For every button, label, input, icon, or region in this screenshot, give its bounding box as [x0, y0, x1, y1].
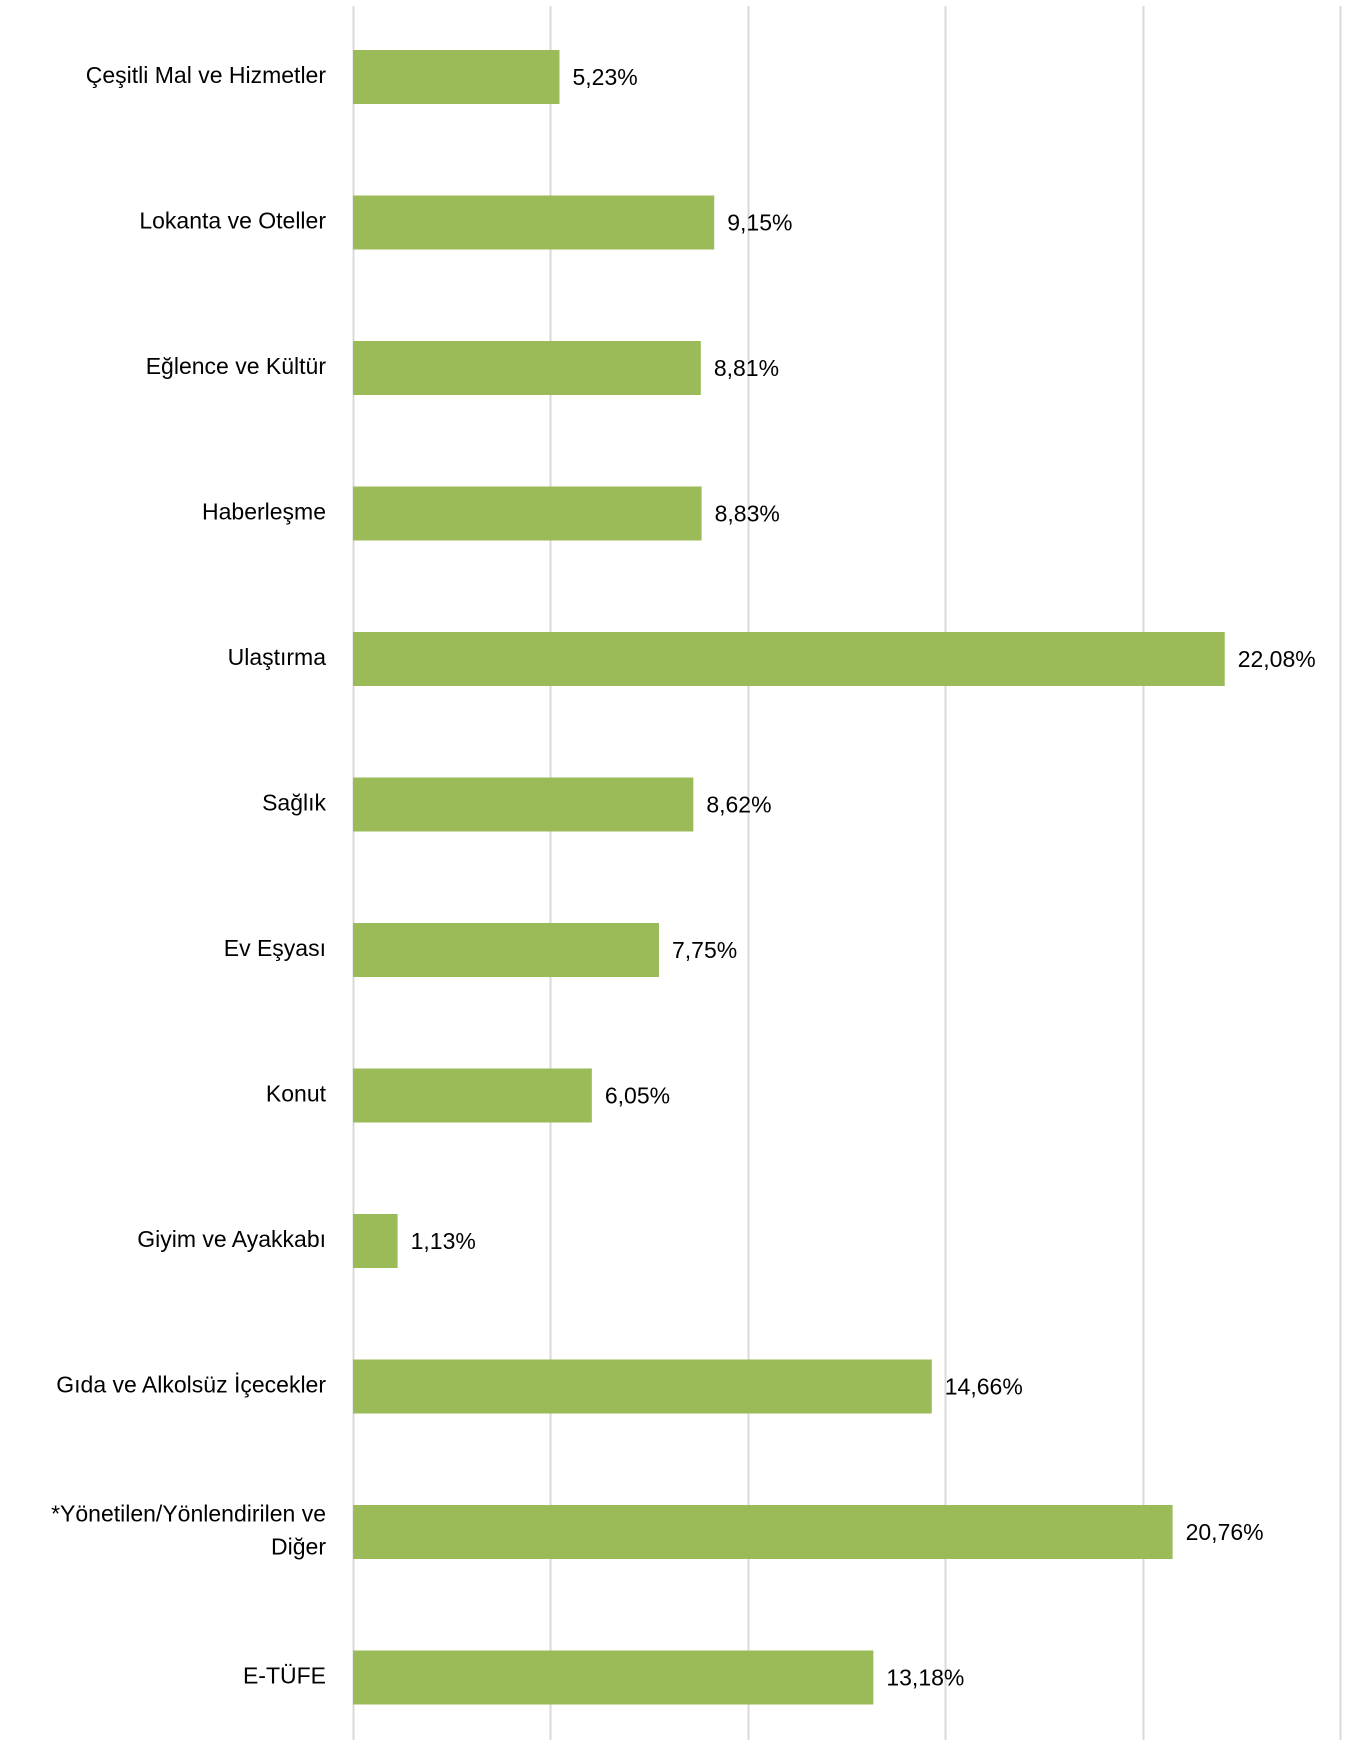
value-label: 20,76%	[1186, 1519, 1264, 1545]
category-label: Eğlence ve Kültür	[146, 353, 327, 379]
category-label-line: Çeşitli Mal ve Hizmetler	[86, 62, 327, 88]
category-label-line: Ev Eşyası	[224, 935, 326, 961]
category-label: Lokanta ve Oteller	[139, 208, 326, 234]
gridlines	[352, 6, 1342, 1740]
bar	[353, 1214, 398, 1268]
bar	[353, 50, 560, 104]
value-labels: 5,23% 9,15% 8,81% 8,83% 22,08% 8,62% 7,75% 6,05…	[411, 64, 1316, 1691]
value-label: 1,13%	[411, 1228, 476, 1254]
bars	[353, 50, 1225, 1705]
bar	[353, 923, 659, 977]
category-label: Konut	[266, 1081, 327, 1107]
value-label: 9,15%	[727, 210, 792, 236]
category-label: *Yönetilen/Yönlendirilen ve Diğer	[51, 1501, 326, 1560]
category-label: Giyim ve Ayakkabı	[137, 1226, 326, 1252]
value-label: 8,81%	[714, 355, 779, 381]
bar	[353, 1650, 874, 1705]
category-label-line: Diğer	[271, 1534, 326, 1560]
value-label: 13,18%	[886, 1665, 964, 1691]
bar	[353, 1505, 1173, 1559]
value-label: 8,62%	[706, 792, 771, 818]
category-label-line: E-TÜFE	[243, 1663, 326, 1689]
category-labels: Çeşitli Mal ve Hizmetler Lokanta ve Otell…	[51, 62, 327, 1689]
category-label-line: Lokanta ve Oteller	[139, 208, 326, 234]
category-label: Çeşitli Mal ve Hizmetler	[86, 62, 327, 88]
value-label: 5,23%	[572, 64, 637, 90]
category-label-line: Konut	[266, 1081, 327, 1107]
value-label: 14,66%	[945, 1374, 1023, 1400]
category-label: Sağlık	[262, 790, 326, 816]
bar	[353, 632, 1225, 686]
category-label: Ev Eşyası	[224, 935, 326, 961]
bar	[353, 1068, 592, 1123]
value-label: 22,08%	[1238, 646, 1316, 672]
value-label: 8,83%	[715, 501, 780, 527]
category-label-line: Eğlence ve Kültür	[146, 353, 327, 379]
bar	[353, 195, 715, 250]
bar	[353, 777, 694, 832]
bar	[353, 341, 701, 395]
bar	[353, 486, 702, 541]
category-label: Gıda ve Alkolsüz İçecekler	[56, 1372, 326, 1398]
category-label-line: Ulaştırma	[228, 644, 327, 670]
value-label: 7,75%	[672, 937, 737, 963]
category-label: Haberleşme	[202, 499, 326, 525]
category-label-line: Sağlık	[262, 790, 326, 816]
category-label-line: *Yönetilen/Yönlendirilen ve	[51, 1501, 326, 1527]
category-label: E-TÜFE	[243, 1663, 326, 1689]
bar	[353, 1359, 932, 1414]
value-label: 6,05%	[605, 1083, 670, 1109]
category-label: Ulaştırma	[228, 644, 327, 670]
category-label-line: Giyim ve Ayakkabı	[137, 1226, 326, 1252]
category-label-line: Haberleşme	[202, 499, 326, 525]
category-label-line: Gıda ve Alkolsüz İçecekler	[56, 1372, 326, 1398]
